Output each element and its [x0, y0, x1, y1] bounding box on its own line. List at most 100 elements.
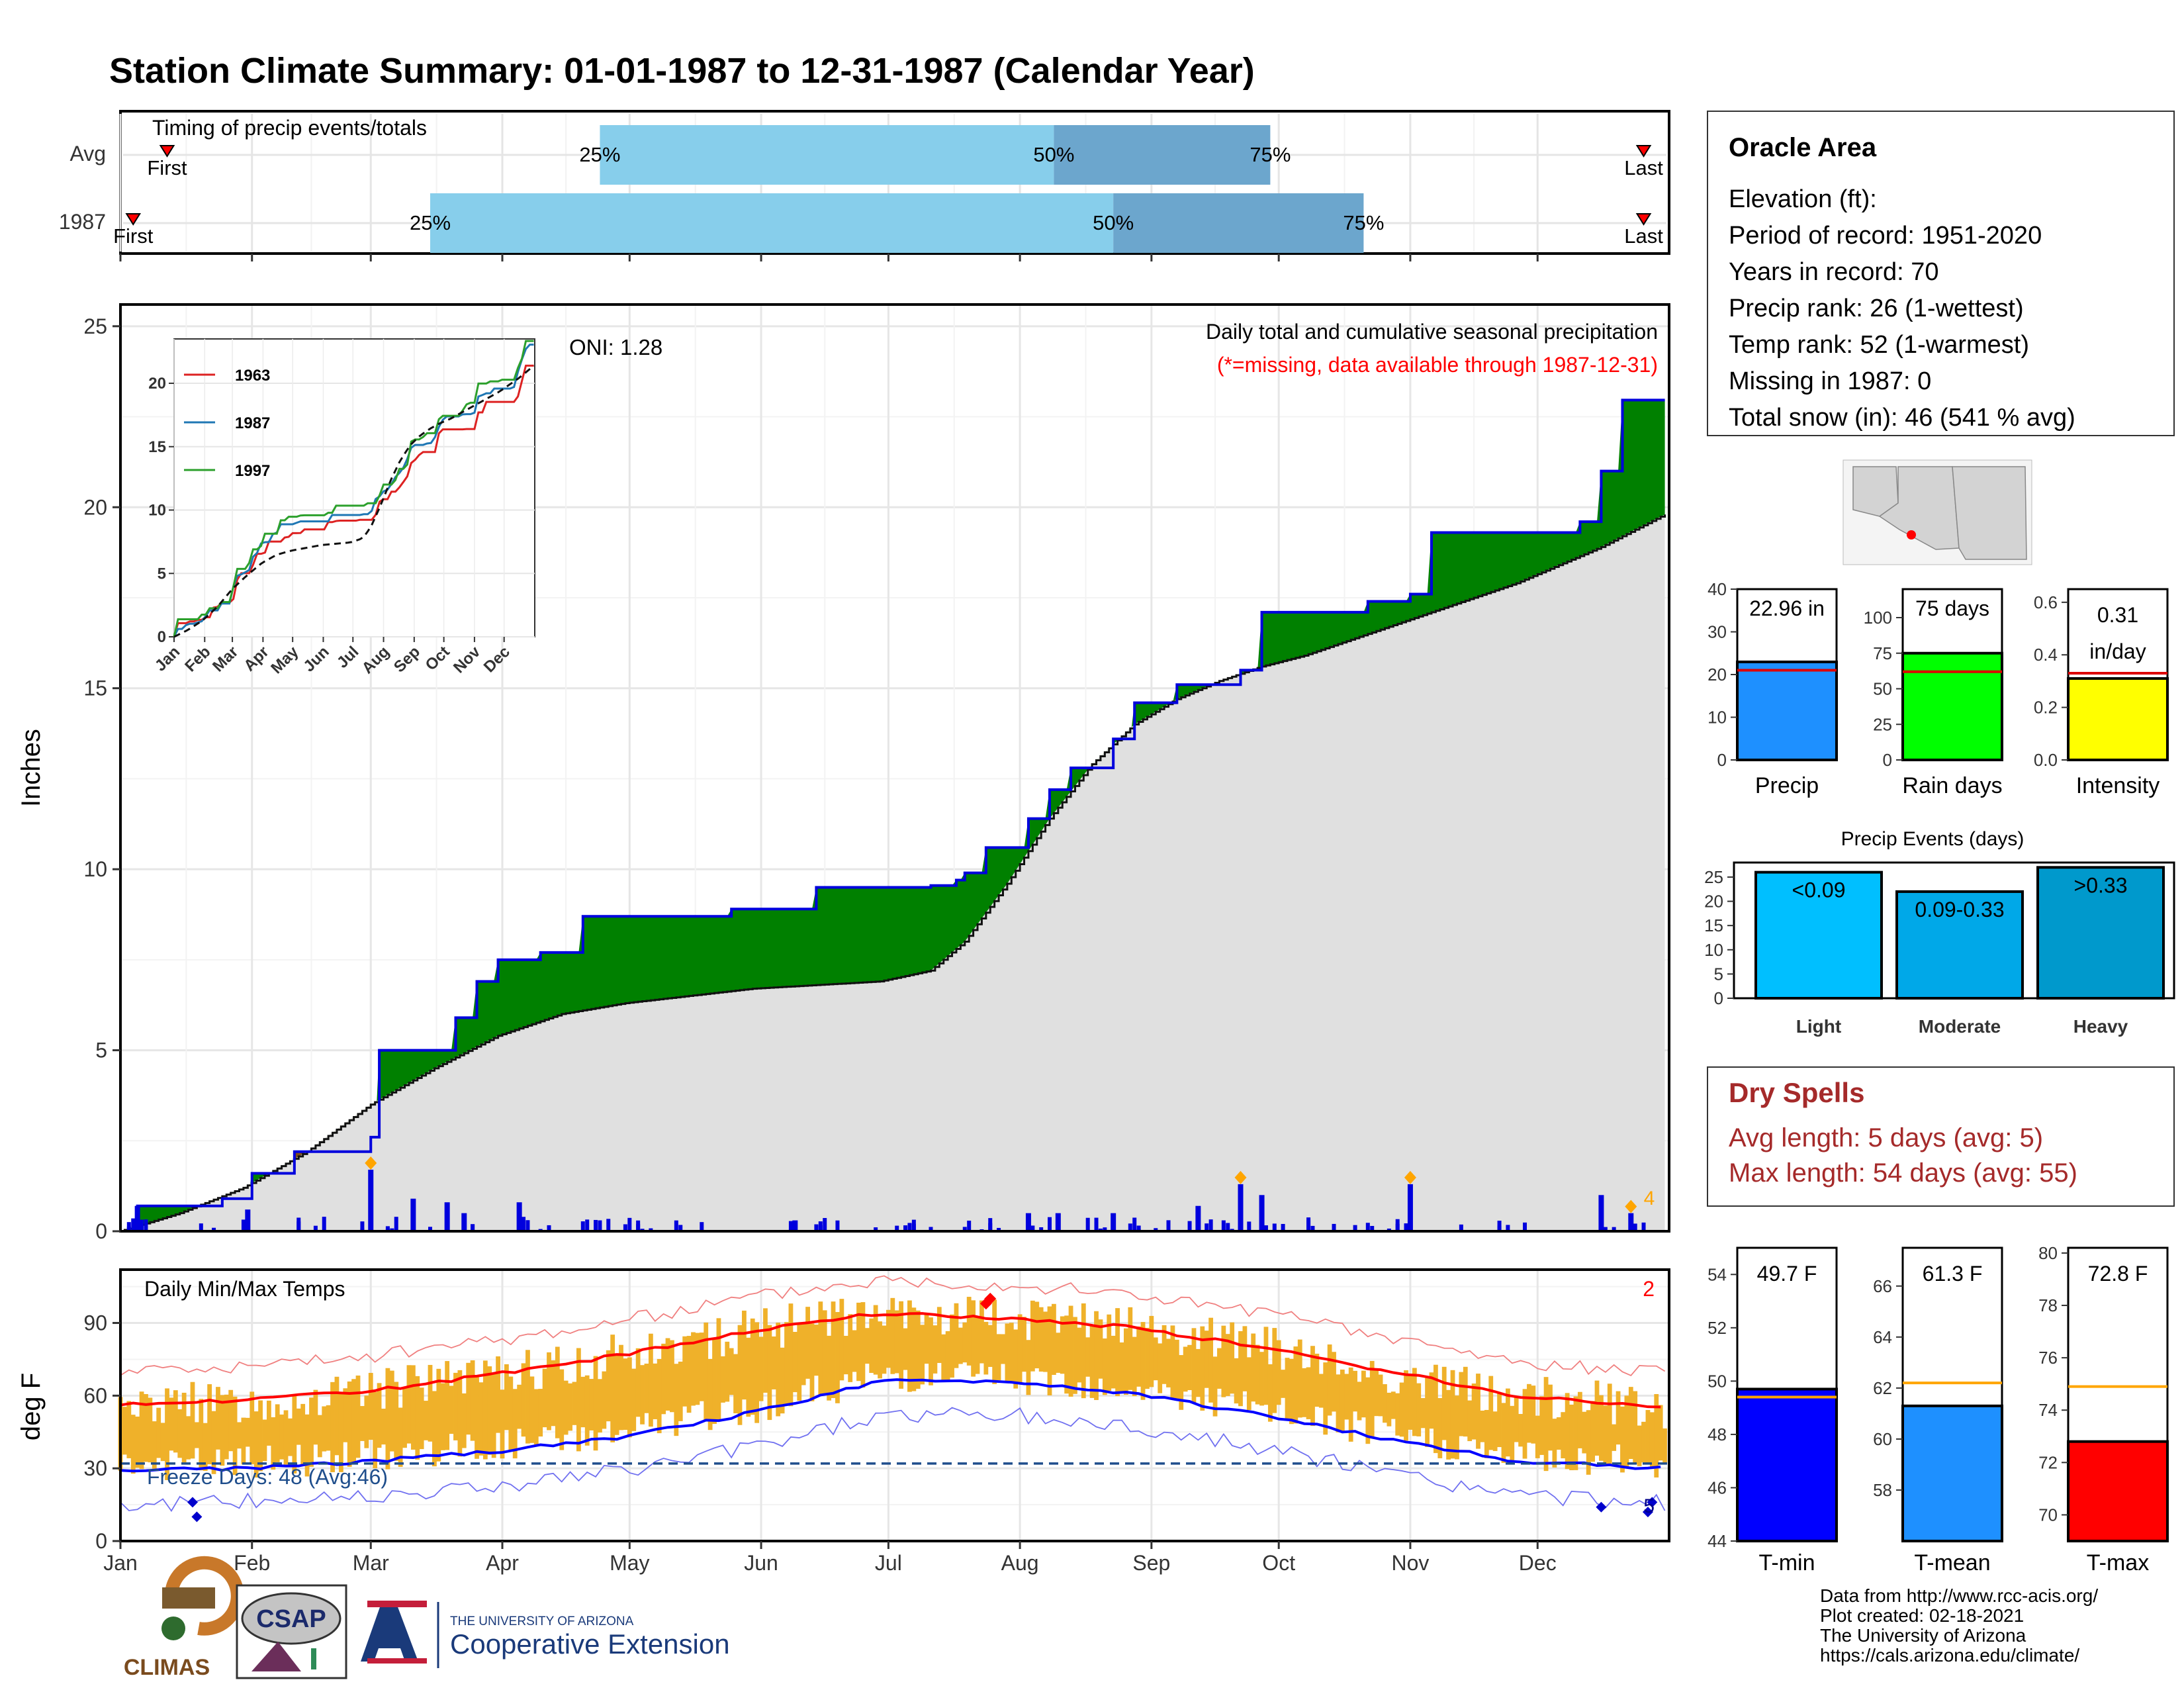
- daily-temp-range-bar: [1251, 1333, 1256, 1402]
- daily-temp-range-bar: [1624, 1395, 1629, 1468]
- daily-temp-range-bar: [487, 1366, 492, 1455]
- inset-legend-label: 1997: [235, 462, 270, 480]
- daily-temp-range-bar: [1064, 1315, 1069, 1394]
- daily-precip-bar: [598, 1220, 602, 1231]
- daily-temp-range-bar: [508, 1376, 514, 1452]
- daily-precip-bar: [1259, 1195, 1265, 1231]
- daily-precip-bar: [1612, 1227, 1616, 1231]
- daily-temp-range-bar: [1628, 1387, 1633, 1459]
- daily-temp-range-bar: [377, 1383, 382, 1448]
- daily-temp-range-bar: [640, 1365, 645, 1425]
- daily-temp-range-bar: [122, 1407, 127, 1455]
- temp-bar-ytick-label: 72: [2038, 1452, 2058, 1472]
- daily-temp-range-bar: [1599, 1395, 1604, 1461]
- events-bar-label: 0.09-0.33: [1915, 898, 2004, 921]
- daily-temp-range-bar: [818, 1301, 823, 1396]
- daily-temp-range-bar: [584, 1375, 590, 1446]
- daily-temp-range-bar: [190, 1382, 195, 1459]
- daily-precip-bar: [313, 1225, 318, 1231]
- daily-temp-range-bar: [691, 1332, 696, 1406]
- daily-temp-range-bar: [1552, 1419, 1557, 1468]
- daily-precip-bar: [1506, 1225, 1510, 1231]
- events-category-label: Moderate: [1919, 1016, 2001, 1037]
- daily-temp-range-bar: [482, 1360, 488, 1460]
- daily-temp-range-bar: [1153, 1337, 1158, 1381]
- footer-plot-created: Plot created: 02-18-2021: [1820, 1605, 2024, 1626]
- station-info-box: Oracle Area Elevation (ft): Period of re…: [1707, 111, 2175, 436]
- daily-temp-range-bar: [1204, 1331, 1209, 1388]
- daily-temp-range-bar: [292, 1395, 297, 1474]
- daily-temp-range-bar: [385, 1368, 390, 1470]
- daily-temp-range-bar: [737, 1325, 743, 1425]
- daily-temp-range-bar: [776, 1323, 781, 1417]
- daily-temp-range-bar: [1111, 1335, 1116, 1389]
- daily-temp-range-bar: [958, 1327, 963, 1364]
- daily-temp-range-bar: [848, 1314, 853, 1382]
- timing-bar-25-50: [600, 125, 1054, 185]
- daily-temp-range-bar: [1001, 1334, 1005, 1364]
- temp-panel: 0 30 60 90 deg F Daily Min/Max Temps 2 5 Fr…: [17, 1268, 1670, 1553]
- daily-temp-range-bar: [309, 1397, 314, 1467]
- daily-temp-range-bar: [936, 1307, 942, 1363]
- dry-spells-avg: Avg length: 5 days (avg: 5): [1729, 1123, 2043, 1152]
- daily-temp-range-bar: [572, 1382, 577, 1425]
- daily-temp-range-bar: [813, 1325, 819, 1376]
- temp-bar-ytick-label: 62: [1873, 1378, 1892, 1398]
- daily-precip-bar: [444, 1202, 450, 1231]
- daily-temp-range-bar: [1518, 1414, 1524, 1447]
- first-event-marker: [125, 213, 142, 226]
- daily-temp-range-bar: [1561, 1412, 1566, 1459]
- daily-temp-range-bar: [1174, 1339, 1179, 1401]
- daily-temp-range-bar: [915, 1310, 921, 1389]
- month-label: Jan: [103, 1551, 138, 1575]
- daily-temp-range-bar: [1471, 1383, 1477, 1440]
- daily-temp-range-bar: [419, 1387, 424, 1450]
- mini-bar-ytick-label: 0: [1883, 750, 1892, 770]
- month-label: Sep: [1132, 1551, 1170, 1575]
- daily-temp-range-bar: [1221, 1325, 1226, 1397]
- daily-temp-range-bar: [1433, 1364, 1438, 1454]
- month-label: Aug: [1001, 1551, 1039, 1575]
- daily-temp-range-bar: [152, 1421, 157, 1469]
- footer-url: https://cals.arizona.edu/climate/: [1820, 1645, 2079, 1665]
- daily-precip-bar: [1226, 1223, 1230, 1231]
- daily-temp-range-bar: [598, 1379, 602, 1433]
- precip-ytick-label: 25: [83, 314, 107, 338]
- daily-temp-range-bar: [1005, 1323, 1010, 1383]
- daily-temp-range-bar: [194, 1422, 199, 1448]
- daily-precip-bar: [1166, 1220, 1171, 1231]
- daily-temp-range-bar: [1441, 1366, 1447, 1440]
- inset-ytick-label: 10: [148, 502, 166, 520]
- daily-precip-bar: [1523, 1222, 1527, 1231]
- daily-temp-range-bar: [1081, 1303, 1086, 1399]
- daily-temp-range-bar: [296, 1408, 301, 1445]
- daily-temp-range-bar: [614, 1354, 619, 1435]
- temp-ytick-label: 60: [83, 1383, 107, 1407]
- daily-temp-range-bar: [780, 1347, 785, 1414]
- daily-temp-range-bar: [1480, 1410, 1485, 1442]
- record-low-count: 5: [1643, 1495, 1655, 1517]
- daily-temp-range-bar: [979, 1300, 984, 1364]
- daily-temp-range-bar: [1195, 1348, 1201, 1397]
- daily-temp-range-bar: [317, 1415, 322, 1458]
- daily-temp-range-bar: [767, 1325, 772, 1421]
- daily-temp-range-bar: [1437, 1398, 1443, 1458]
- daily-temp-range-bar: [1200, 1326, 1205, 1411]
- daily-temp-range-bar: [199, 1399, 204, 1471]
- precip-events-chart: Precip Events (days) 0 5 10 15 20 25 <0.09 Light…: [1704, 828, 2175, 1037]
- daily-temp-range-bar: [1463, 1366, 1468, 1437]
- daily-precip-bar: [1025, 1213, 1031, 1231]
- daily-temp-range-bar: [334, 1376, 340, 1456]
- daily-temp-range-bar: [563, 1380, 569, 1435]
- daily-precip-bar: [525, 1220, 530, 1231]
- events-ytick-label: 20: [1704, 892, 1723, 912]
- daily-temp-range-bar: [682, 1336, 688, 1407]
- daily-temp-range-bar: [1535, 1415, 1540, 1458]
- daily-precip-bar: [962, 1227, 967, 1231]
- daily-temp-range-bar: [440, 1383, 445, 1450]
- first-event-label: First: [113, 224, 154, 248]
- daily-temp-range-bar: [750, 1318, 755, 1415]
- daily-precip-bar: [1238, 1184, 1244, 1231]
- daily-precip-bar: [818, 1225, 823, 1231]
